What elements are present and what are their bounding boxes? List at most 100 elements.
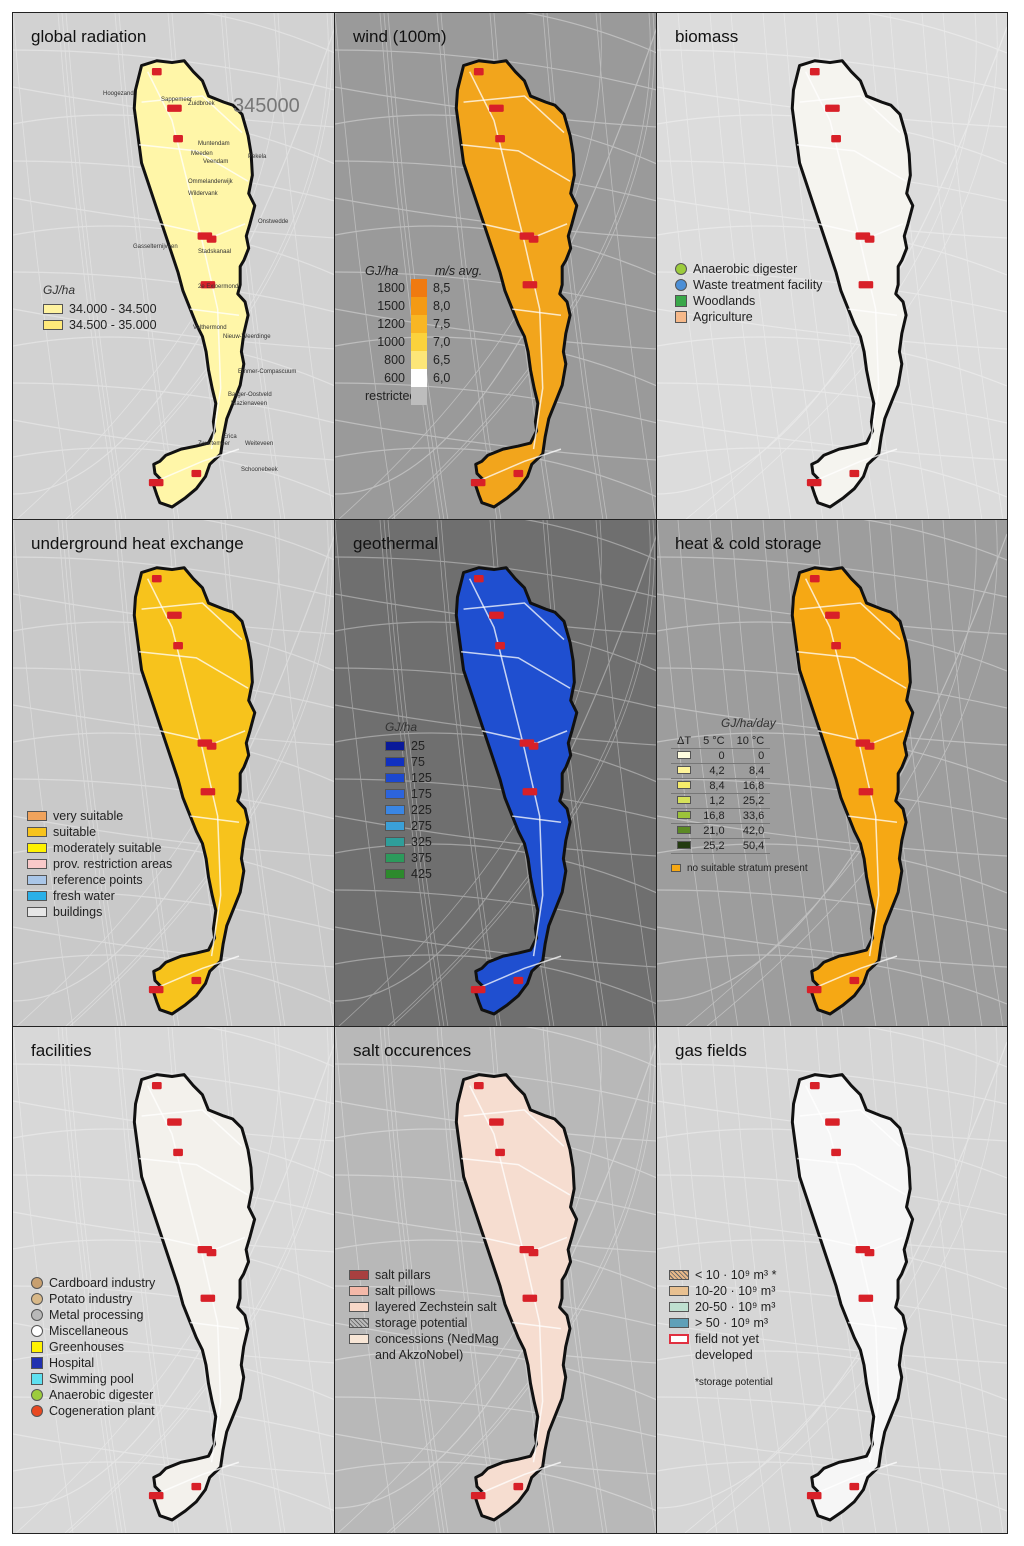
panel-global-radiation: Zuidbroek Hoogezand Sappemeer Muntendam Meed… (13, 13, 335, 520)
legend-label: concessions (NedMag (375, 1332, 499, 1346)
map-biomass (657, 13, 1007, 519)
legend-label: 375 (411, 851, 432, 865)
legend-label: 325 (411, 835, 432, 849)
town-label: Muntendam (198, 141, 230, 147)
district-outline (790, 59, 915, 509)
legend-swatch (411, 315, 427, 333)
legend-swatch (669, 1286, 689, 1296)
legend-label: 75 (411, 755, 425, 769)
legend-swatch (677, 826, 692, 834)
legend-swatch (31, 1405, 43, 1417)
legend-swatch (349, 1286, 369, 1296)
panel-title-underground-heat-exchange: underground heat exchange (31, 534, 244, 553)
legend-swatch (349, 1270, 369, 1280)
legend-salt-occurences: salt pillars salt pillows layered Zechstei… (349, 1267, 499, 1363)
legend-item: 20-50 · 10⁹ m³ (669, 1299, 776, 1315)
legend-swatch (27, 843, 47, 853)
legend-label: 25 (411, 739, 425, 753)
legend-swatch (669, 1318, 689, 1328)
legend-swatch (677, 811, 692, 819)
legend-swatch (43, 320, 63, 330)
legend-swatch (31, 1373, 43, 1385)
panel-title-geothermal: geothermal (353, 534, 439, 553)
district-outline (454, 1073, 579, 1522)
legend-row: 4,2 8,4 (671, 763, 771, 779)
legend-wind: GJ/ha m/s avg. 1800 8,5 1500 8,0 1200 7,5 1000 7,… (365, 263, 482, 405)
legend-label: 225 (411, 803, 432, 817)
district-outline (132, 1073, 257, 1522)
legend-facilities: Cardboard industry Potato industry Metal p… (31, 1275, 155, 1419)
town-label: Weiteveen (245, 441, 273, 447)
legend-gj-value: 800 (384, 353, 405, 367)
legend-swatch (385, 853, 405, 863)
legend-label: fresh water (53, 889, 115, 903)
legend-item: Metal processing (31, 1307, 155, 1323)
legend-header-ms: m/s avg. (435, 264, 483, 278)
legend-item: Swimming pool (31, 1371, 155, 1387)
district-outline (132, 59, 257, 509)
legend-label: 425 (411, 867, 432, 881)
town-label: Pekela (248, 154, 267, 160)
legend-gas-fields: < 10 · 10⁹ m³ * 10-20 · 10⁹ m³ 20-50 · 10⁹… (669, 1267, 776, 1388)
legend-label: field not yet (695, 1332, 759, 1346)
legend-note: *storage potential (695, 1377, 773, 1388)
legend-swatch (677, 766, 692, 774)
legend-item: concessions (NedMag (349, 1331, 499, 1347)
legend-swatch (31, 1341, 43, 1353)
legend-label: Anaerobic digester (693, 262, 798, 276)
legend-swatch (411, 369, 427, 387)
legend-swatch (411, 279, 427, 297)
panel-title-biomass: biomass (675, 27, 739, 46)
town-label: Zwartemeer (198, 441, 230, 447)
legend-item: Waste treatment facility (675, 277, 822, 293)
legend-label: Hospital (49, 1356, 95, 1370)
legend-swatch (669, 1302, 689, 1312)
legend-label: Miscellaneous (49, 1324, 129, 1338)
legend-ms-value: 6,5 (433, 353, 451, 367)
legend-item: Cogeneration plant (31, 1403, 155, 1419)
legend-swatch (27, 827, 47, 837)
map-underground-heat-exchange (13, 520, 334, 1026)
legend-item: suitable (27, 824, 172, 840)
legend-value-10: 50,4 (730, 838, 771, 854)
legend-label: Swimming pool (49, 1372, 134, 1386)
legend-item: no suitable stratum present (671, 860, 808, 876)
town-label: Meeden (191, 151, 213, 157)
panel-title-wind: wind (100m) (353, 27, 447, 46)
legend-swatch (385, 821, 405, 831)
legend-label: salt pillars (375, 1268, 431, 1282)
legend-swatch (31, 1325, 43, 1337)
panel-salt-occurences: salt occurences salt pillars salt pillows l… (335, 1027, 657, 1533)
legend-gj-value: 1500 (377, 299, 405, 313)
town-label: Schoonebeek (241, 467, 279, 473)
legend-value-10: 8,4 (730, 763, 771, 779)
legend-item: restricted (365, 387, 482, 405)
legend-item: fresh water (27, 888, 172, 904)
legend-label: Potato industry (49, 1292, 133, 1306)
legend-swatch (27, 875, 47, 885)
legend-label: Woodlands (693, 294, 756, 308)
legend-value-10: 42,0 (730, 823, 771, 839)
legend-item: Anaerobic digester (675, 261, 822, 277)
map-geothermal (335, 520, 656, 1026)
legend-label: salt pillows (375, 1284, 436, 1298)
town-label: Barger-Oostveld (228, 392, 272, 398)
legend-value-10: 16,8 (730, 778, 771, 794)
legend-swatch (31, 1389, 43, 1401)
legend-biomass: Anaerobic digester Waste treatment facili… (675, 261, 822, 325)
legend-swatch (27, 891, 47, 901)
town-label: Nieuw-Weerdinge (223, 334, 271, 340)
legend-item: 225 (385, 802, 432, 818)
panel-underground-heat-exchange: underground heat exchange very suitable su… (13, 520, 335, 1027)
legend-col-dt: ΔT (671, 734, 698, 749)
legend-value-5: 25,2 (697, 838, 731, 854)
legend-item: Hospital (31, 1355, 155, 1371)
town-label: Emmer-Compascuum (238, 369, 296, 375)
legend-label: Cardboard industry (49, 1276, 156, 1290)
legend-swatch (677, 841, 692, 849)
legend-col-10: 10 °C (730, 734, 771, 749)
legend-item: Potato industry (31, 1291, 155, 1307)
legend-label: storage potential (375, 1316, 468, 1330)
town-label: Wildervank (188, 191, 219, 197)
district-outline (790, 566, 915, 1016)
